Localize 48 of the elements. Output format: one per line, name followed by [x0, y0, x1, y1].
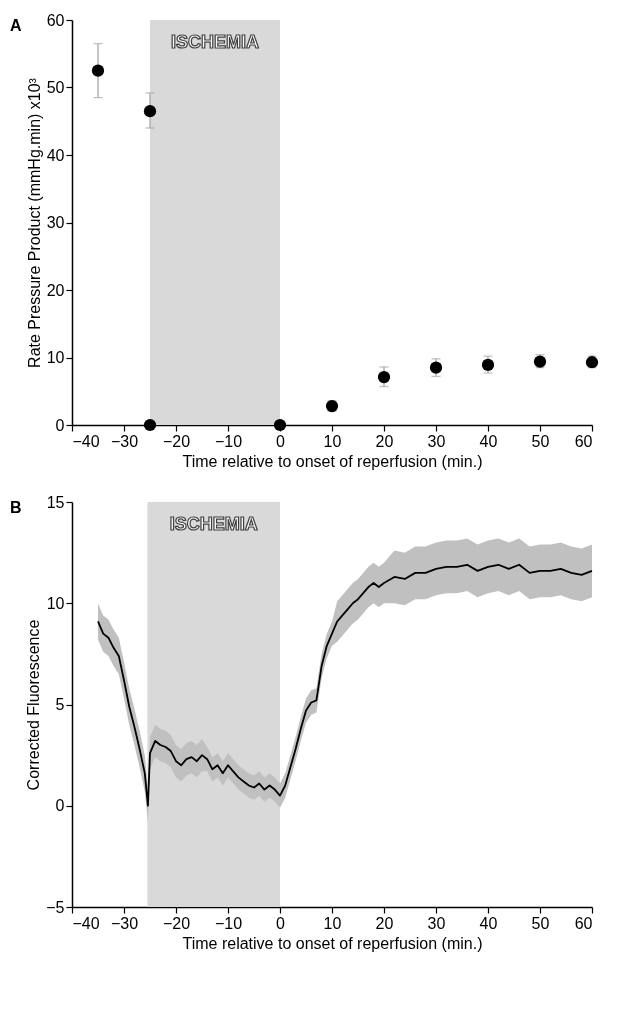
x-tick-label: 20: [375, 432, 394, 450]
x-tick-label: 30: [427, 432, 446, 450]
y-tick-label: 0: [55, 797, 65, 815]
x-tick-label: −30: [110, 432, 139, 450]
y-tick-label: 60: [46, 11, 65, 29]
x-tick-label: 30: [427, 914, 446, 932]
x-tick-label: 60: [574, 914, 593, 932]
y-axis-title: Rate Pressure Product (mmHg.min) x10³: [25, 77, 43, 368]
y-tick-label: 5: [55, 696, 65, 713]
y-tick-label: 10: [46, 349, 65, 366]
x-tick-label: −10: [214, 432, 243, 450]
y-axis-title: Corrected Fluorescence: [25, 619, 43, 791]
y-tick-label: 30: [46, 214, 65, 231]
x-tick-label: 10: [323, 914, 342, 932]
point: [143, 105, 157, 118]
x-tick-label: 50: [531, 432, 550, 450]
x-tick-label: 20: [375, 914, 394, 932]
x-tick-label: 0: [276, 914, 286, 932]
x-tick-label: 50: [531, 914, 550, 932]
text: B: [10, 499, 22, 516]
y-tick-label: 40: [46, 146, 65, 164]
y-tick-label: 10: [46, 594, 65, 612]
point: [377, 370, 391, 384]
point: [273, 418, 287, 432]
x-tick-label: −20: [162, 432, 191, 450]
band-label: ISCHEMIA: [170, 32, 260, 52]
x-tick-label: −20: [162, 914, 191, 932]
x-axis-title: Time relative to onset of reperfusion (min.): [182, 452, 483, 470]
x-tick-label: −30: [110, 914, 139, 932]
x-axis-title: Time relative to onset of reperfusion (min.): [182, 934, 483, 952]
band-label: ISCHEMIA: [169, 514, 258, 534]
x-tick-label: −40: [72, 914, 100, 932]
point: [429, 361, 443, 374]
y-tick-label: 20: [46, 281, 65, 299]
x-tick-label: 40: [479, 914, 498, 932]
x-tick-label: 60: [574, 432, 593, 450]
x-tick-label: −10: [214, 914, 243, 932]
x-tick-label: −40: [72, 432, 100, 450]
x-tick-label: 0: [276, 432, 286, 450]
point: [91, 64, 105, 77]
y-tick-label: −5: [46, 898, 65, 916]
x-tick-label: 40: [479, 432, 498, 450]
y-tick-label: 50: [46, 79, 65, 96]
x-tick-label: 10: [323, 432, 342, 450]
text: A: [10, 17, 22, 34]
y-tick-label: 15: [46, 493, 65, 511]
point: [143, 418, 157, 432]
y-tick-label: 0: [55, 416, 65, 434]
